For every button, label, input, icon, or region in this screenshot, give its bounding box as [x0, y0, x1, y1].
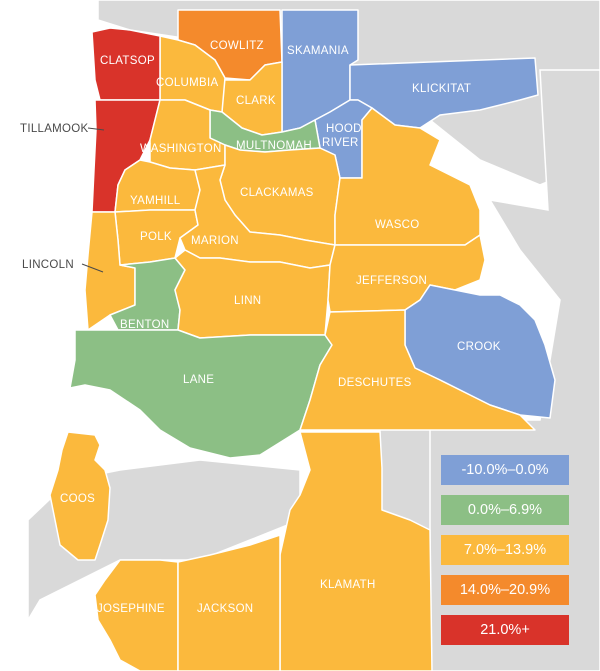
label-hood-river-2: RIVER: [322, 137, 359, 149]
leader-lincoln: [81, 263, 104, 273]
legend-item-top: 21.0%+: [441, 615, 569, 645]
label-clatsop: CLATSOP: [100, 55, 155, 67]
label-jackson: JACKSON: [197, 603, 253, 615]
county-deschutes[interactable]: [299, 309, 536, 431]
label-wasco: WASCO: [375, 219, 420, 231]
label-skamania: SKAMANIA: [287, 45, 349, 57]
legend-item-neg: -10.0%–0.0%: [441, 455, 569, 485]
leader-tillamook: [87, 127, 105, 131]
label-clackamas: CLACKAMAS: [240, 187, 314, 199]
label-cowlitz: COWLITZ: [210, 40, 264, 52]
label-columbia: COLUMBIA: [156, 77, 218, 89]
label-linn: LINN: [234, 295, 261, 307]
label-coos: COOS: [60, 493, 95, 505]
label-deschutes: DESCHUTES: [338, 377, 412, 389]
label-crook: CROOK: [457, 341, 501, 353]
label-lincoln: LINCOLN: [22, 259, 74, 271]
label-tillamook: TILLAMOOK: [20, 123, 89, 135]
label-polk: POLK: [140, 231, 172, 243]
label-washington: WASHINGTON: [140, 143, 222, 155]
label-yamhill: YAMHILL: [130, 195, 181, 207]
county-clatsop[interactable]: [91, 27, 161, 101]
label-lane: LANE: [183, 374, 214, 386]
legend-item-mid: 7.0%–13.9%: [441, 535, 569, 565]
label-hood-river-1: HOOD: [326, 123, 362, 135]
county-jackson[interactable]: [177, 534, 281, 671]
county-linn[interactable]: [174, 249, 331, 339]
label-klickitat: KLICKITAT: [412, 83, 471, 95]
label-josephine: JOSEPHINE: [97, 603, 165, 615]
county-klamath[interactable]: [279, 431, 433, 671]
label-clark: CLARK: [236, 95, 276, 107]
label-marion: MARION: [191, 235, 239, 247]
county-coos[interactable]: [49, 431, 111, 561]
county-lane[interactable]: [69, 329, 333, 459]
county-wasco[interactable]: [334, 107, 481, 246]
label-multnomah: MULTNOMAH: [236, 140, 312, 152]
county-josephine[interactable]: [94, 559, 179, 671]
label-jefferson: JEFFERSON: [356, 275, 427, 287]
legend-item-high: 14.0%–20.9%: [441, 575, 569, 605]
label-benton: BENTON: [120, 319, 170, 331]
legend-item-low: 0.0%–6.9%: [441, 495, 569, 525]
label-klamath: KLAMATH: [320, 579, 376, 591]
